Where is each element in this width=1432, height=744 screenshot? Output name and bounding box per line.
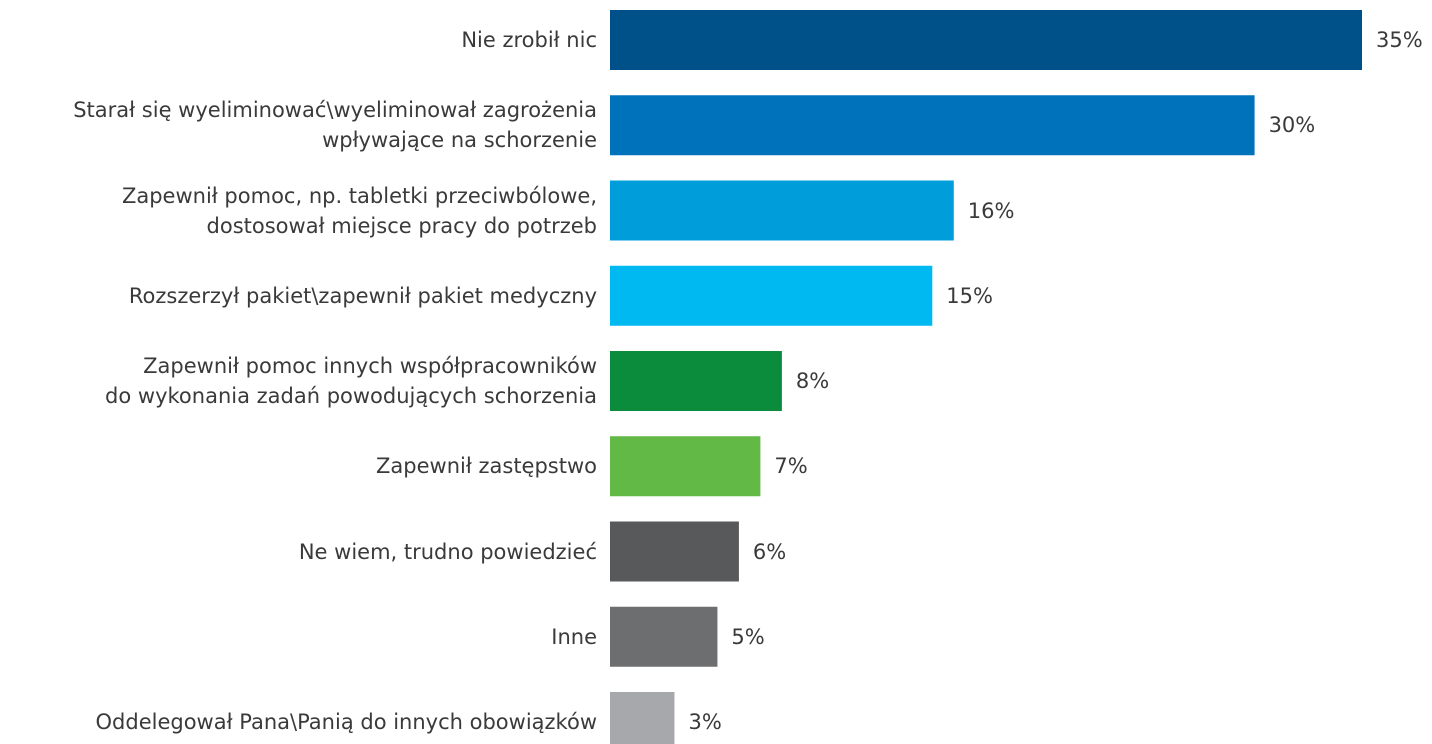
- bar: [610, 436, 761, 497]
- value-label: 35%: [1376, 28, 1423, 52]
- value-label: 3%: [688, 710, 722, 734]
- category-label: Inne: [551, 624, 597, 649]
- bar: [610, 351, 782, 411]
- category-label: Zapewnił zastępstwo: [376, 454, 597, 479]
- category-label: Oddelegował Pana\Panią do innych obowiąz…: [95, 710, 597, 734]
- value-label: 30%: [1268, 113, 1316, 138]
- value-label: 15%: [946, 283, 993, 308]
- category-label: Zapewnił pomoc innych współpracowników d…: [105, 354, 597, 408]
- category-label: Nie zrobił nic: [461, 28, 597, 52]
- value-label: 5%: [731, 624, 765, 649]
- bar: [610, 692, 675, 744]
- bar: [610, 265, 933, 326]
- bar: [610, 95, 1255, 156]
- value-label: 7%: [774, 454, 808, 479]
- category-label: Ne wiem, trudno powiedzieć: [298, 539, 597, 564]
- bar: [610, 521, 739, 582]
- bar: [610, 606, 718, 667]
- bar: [610, 10, 1362, 70]
- value-label: 6%: [752, 539, 787, 564]
- category-label: Rozszerzył pakiet\zapewnił pakiet medycz…: [128, 283, 597, 308]
- category-label: Starał się wyeliminować\wyeliminował zag…: [73, 98, 597, 153]
- bar: [610, 180, 954, 241]
- category-label: Zapewnił pomoc, np. tabletki przeciwbólo…: [121, 183, 597, 238]
- value-label: 8%: [795, 369, 830, 393]
- value-label: 16%: [967, 198, 1015, 223]
